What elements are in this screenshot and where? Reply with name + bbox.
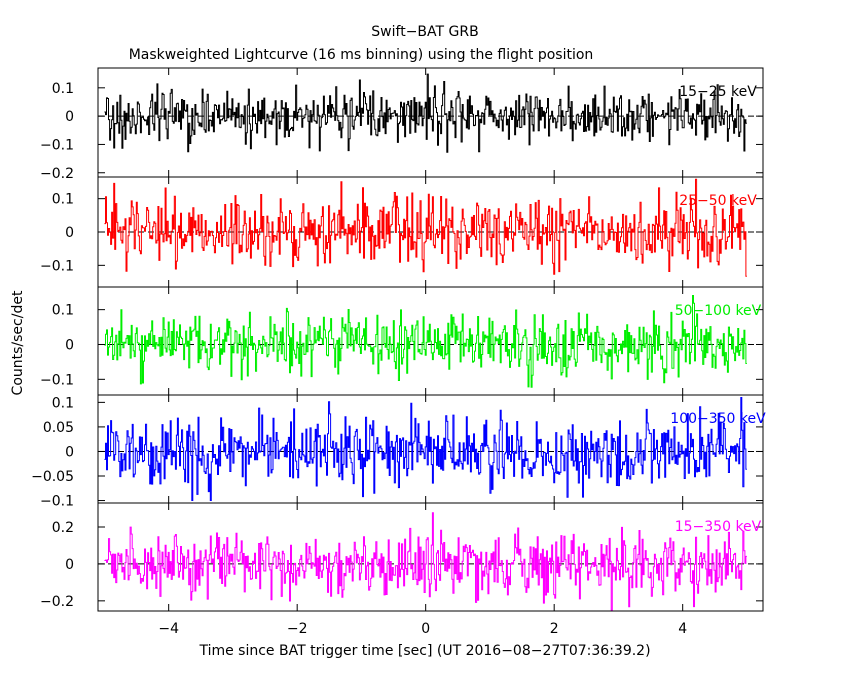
y-tick-label: −0.05: [31, 469, 74, 485]
y-tick-label: 0.1: [52, 303, 74, 319]
y-tick-label: −0.2: [40, 594, 74, 610]
lightcurve-trace: [104, 397, 747, 501]
y-tick-label: 0.05: [43, 420, 74, 436]
chart-subtitle: Maskweighted Lightcurve (16 ms binning) …: [129, 47, 594, 63]
x-tick-label: 4: [678, 621, 687, 637]
y-tick-label: 0: [65, 109, 74, 125]
lightcurve-trace: [104, 512, 747, 611]
x-axis-label: Time since BAT trigger time [sec] (UT 20…: [198, 643, 650, 659]
lightcurve-trace: [104, 295, 747, 388]
chart-title: Swift−BAT GRB: [371, 24, 478, 40]
panel-1: 0.1 0 −0.1 −0.2 15−25 keV: [40, 67, 764, 182]
y-axis-label: Counts/sec/det: [10, 290, 26, 395]
panel-3: 0.1 0 −0.1 50−100 keV: [40, 286, 764, 396]
y-tick-label: 0.1: [52, 81, 74, 97]
y-tick-label: 0: [65, 444, 74, 460]
panel-2: 0.1 0 −0.1 25−50 keV: [40, 176, 764, 288]
y-tick-label: −0.1: [40, 494, 74, 510]
panel-5: 0.2 0 −0.2 15−350 keV: [40, 502, 764, 612]
y-tick-label: 0: [65, 557, 74, 573]
y-tick-label: −0.1: [40, 137, 74, 153]
y-tick-label: −0.2: [40, 166, 74, 182]
lightcurve-trace: [104, 178, 747, 277]
x-tick-label: 0: [421, 621, 430, 637]
band-label: 15−25 keV: [679, 84, 757, 100]
y-tick-label: −0.1: [40, 258, 74, 274]
panel-4: 0.1 0.05 0 −0.05 −0.1 100−350 keV: [31, 394, 766, 510]
y-tick-label: 0.1: [52, 192, 74, 208]
y-tick-label: 0: [65, 225, 74, 241]
x-tick-label: 2: [550, 621, 559, 637]
band-label: 25−50 keV: [679, 193, 757, 209]
panel-frame: [97, 502, 764, 612]
x-tick-label: −2: [287, 621, 308, 637]
band-label: 100−350 keV: [670, 411, 766, 427]
y-tick-label: 0.1: [52, 395, 74, 411]
lightcurve-trace: [104, 73, 747, 153]
band-label: 15−350 keV: [675, 519, 762, 535]
band-label: 50−100 keV: [675, 303, 762, 319]
y-tick-label: 0: [65, 337, 74, 353]
x-tick-label: −4: [158, 621, 179, 637]
y-tick-label: −0.1: [40, 372, 74, 388]
y-tick-label: 0.2: [52, 520, 74, 536]
